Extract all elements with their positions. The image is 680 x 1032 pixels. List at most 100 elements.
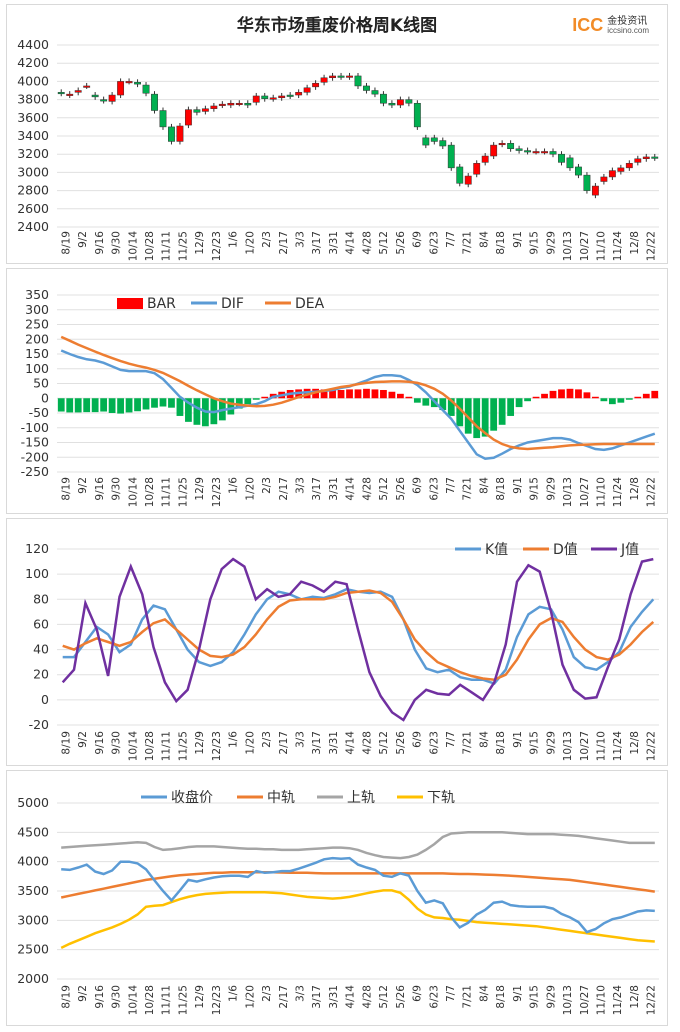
x-tick-label: 2/3: [261, 477, 273, 494]
x-tick-label: 3/17: [311, 477, 323, 501]
candle: [201, 108, 209, 112]
x-tick-label: 3/17: [311, 731, 323, 755]
bar: [176, 398, 184, 416]
x-tick-label: 5/26: [395, 731, 407, 755]
bar: [575, 389, 582, 399]
bar: [490, 398, 498, 431]
x-tick-label: 12/22: [646, 477, 658, 507]
candle: [227, 102, 235, 106]
bar: [405, 396, 413, 399]
x-tick-label: 1/6: [228, 731, 240, 748]
x-tick-label: 4/28: [361, 985, 373, 1009]
y-tick-label: 2500: [17, 942, 49, 957]
x-tick-label: 10/14: [127, 231, 139, 262]
y-tick-label: 40: [33, 642, 49, 657]
bar: [583, 392, 591, 399]
x-tick-label: 9/16: [94, 231, 106, 255]
y-tick-label: 50: [33, 376, 49, 391]
legend-label: DEA: [295, 296, 325, 312]
x-tick-label: 6/23: [428, 985, 440, 1009]
boll-panel: 2000 2500 3000 3500 4000 4500 5000 8/19 9/2 9/16 9…: [6, 770, 668, 1026]
x-tick-label: 7/21: [462, 731, 474, 755]
series-line-lower: [60, 889, 655, 950]
bar: [507, 398, 515, 416]
x-tick-label: 3/3: [294, 477, 306, 494]
x-tick-label: 5/12: [378, 985, 390, 1009]
bar: [371, 389, 379, 399]
candle: [176, 125, 184, 142]
x-tick-label: 12/23: [211, 477, 223, 507]
candle: [329, 75, 336, 79]
boll-chart: 2000 2500 3000 3500 4000 4500 5000 8/19 9/2 9/16 9…: [17, 789, 659, 1015]
x-tick-label: 12/9: [194, 231, 206, 255]
candle: [100, 99, 108, 102]
x-tick-label: 10/13: [562, 731, 574, 761]
logo-mark: ICC: [572, 15, 604, 35]
y-tick-label: 0: [41, 692, 49, 707]
bar: [380, 389, 387, 399]
bar: [193, 398, 201, 425]
bar: [337, 389, 345, 399]
legend-label: BAR: [147, 296, 176, 312]
candle: [151, 93, 158, 111]
kline-panel: 华东市场重废价格周K线图 ICC 金投资讯 iccsino.com 2400 26…: [6, 4, 668, 264]
x-tick-label: 12/23: [211, 231, 223, 261]
candle: [575, 166, 582, 176]
candle: [583, 174, 591, 191]
y-tick-label: 2000: [17, 971, 49, 986]
x-tick-label: 11/11: [161, 731, 173, 761]
bar: [608, 398, 616, 405]
bar: [634, 396, 642, 399]
x-tick-label: 7/7: [445, 985, 457, 1002]
series-line-mid: [60, 870, 655, 899]
x-tick-label: 2/3: [261, 731, 273, 748]
x-tick-label: 8/19: [60, 985, 72, 1009]
candle: [405, 99, 413, 104]
x-tick-label: 9/29: [545, 231, 557, 255]
x-tick-label: 6/23: [428, 477, 440, 501]
x-tick-label: 1/20: [244, 731, 256, 755]
x-tick-label: 9/29: [545, 477, 557, 501]
candle: [490, 144, 498, 157]
candle: [184, 109, 192, 126]
candle: [210, 105, 218, 109]
y-tick-label: 0: [41, 390, 49, 405]
candle: [295, 92, 303, 96]
candle: [439, 140, 447, 147]
y-tick-label: 2800: [17, 183, 49, 198]
x-tick-label: 8/19: [60, 477, 72, 501]
x-tick-label: 9/29: [545, 985, 557, 1009]
x-tick-label: 3/31: [328, 985, 340, 1009]
macd-panel: -250 -200 -150 -100 -50 0 50 100 150 200 250 300 350…: [6, 268, 668, 514]
x-tick-label: 9/2: [77, 231, 89, 248]
bar: [473, 398, 481, 439]
x-tick-label: 11/25: [177, 477, 189, 507]
bar: [388, 391, 396, 399]
x-tick-label: 3/31: [328, 231, 340, 255]
x-tick-label: 1/6: [228, 231, 240, 248]
candle: [617, 167, 625, 172]
x-tick-label: 12/8: [629, 731, 641, 755]
x-tick-label: 12/22: [646, 985, 658, 1015]
x-tick-label: 11/25: [177, 731, 189, 761]
candle: [558, 153, 565, 163]
x-tick-label: 11/25: [177, 985, 189, 1015]
bar: [159, 398, 167, 407]
candle: [193, 109, 201, 113]
x-tick-label: 5/26: [395, 477, 407, 501]
x-tick-label: 8/19: [60, 231, 72, 255]
candle: [566, 157, 574, 169]
bar: [346, 389, 353, 399]
y-tick-label: 60: [33, 616, 49, 631]
y-tick-label: 100: [25, 361, 49, 376]
candle: [354, 75, 362, 87]
kdj-panel: -20 0 20 40 60 80 100 120 8/19 9/2 9/16 9/30 10/14 10…: [6, 518, 668, 766]
candle: [388, 102, 396, 106]
candle: [634, 158, 642, 163]
x-tick-label: 4/28: [361, 477, 373, 501]
y-tick-label: 100: [25, 566, 49, 581]
bar: [100, 398, 108, 412]
x-tick-label: 12/23: [211, 985, 223, 1015]
x-tick-label: 10/14: [127, 731, 139, 762]
x-tick-label: 8/18: [495, 231, 507, 255]
